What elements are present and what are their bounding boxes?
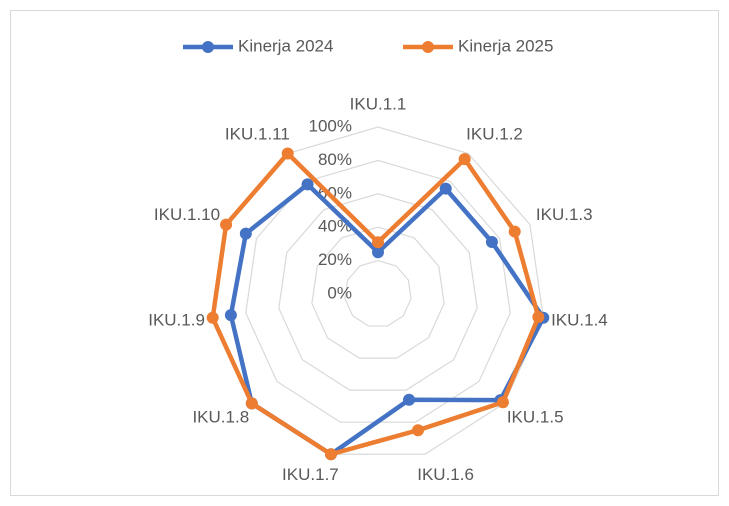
category-label: IKU.1.10: [154, 205, 220, 224]
grid-ring: [311, 226, 445, 359]
y-tick-label: 80%: [318, 150, 352, 169]
data-point: [301, 178, 314, 191]
category-label: IKU.1.4: [551, 310, 608, 329]
y-tick-label: 0%: [327, 283, 352, 302]
data-point: [485, 235, 498, 248]
category-label: IKU.1.8: [192, 407, 249, 426]
data-point: [239, 227, 252, 240]
data-point: [324, 448, 337, 461]
data-point: [281, 147, 294, 160]
category-label: IKU.1.9: [148, 310, 205, 329]
category-label: IKU.1.2: [466, 124, 523, 143]
category-label: IKU.1.1: [350, 94, 407, 113]
legend-label: Kinerja 2025: [458, 36, 553, 55]
category-label: IKU.1.7: [282, 465, 339, 484]
y-tick-label: 60%: [318, 183, 352, 202]
data-point: [458, 153, 471, 166]
grid-ring: [278, 193, 478, 391]
data-point: [496, 396, 509, 409]
series-line: [228, 182, 546, 457]
data-point: [411, 424, 424, 437]
data-point: [245, 397, 258, 410]
data-point: [206, 311, 219, 324]
data-point: [220, 218, 233, 231]
chart-border: [10, 10, 719, 496]
y-tick-label: 100%: [309, 116, 352, 135]
series-line: [210, 151, 541, 457]
data-point: [508, 225, 521, 238]
data-point: [439, 182, 452, 195]
category-label: IKU.1.6: [417, 465, 474, 484]
legend-label: Kinerja 2024: [238, 36, 333, 55]
data-point: [224, 309, 237, 322]
data-point: [403, 393, 416, 406]
legend-marker: [422, 41, 434, 53]
data-point: [372, 246, 384, 259]
legend-marker: [202, 41, 214, 53]
category-label: IKU.1.11: [225, 124, 290, 143]
category-label: IKU.1.3: [536, 205, 593, 224]
category-label: IKU.1.5: [507, 407, 564, 426]
data-point: [532, 311, 545, 324]
data-point: [372, 236, 384, 249]
grid-ring: [344, 259, 412, 327]
y-tick-label: 20%: [318, 250, 352, 269]
